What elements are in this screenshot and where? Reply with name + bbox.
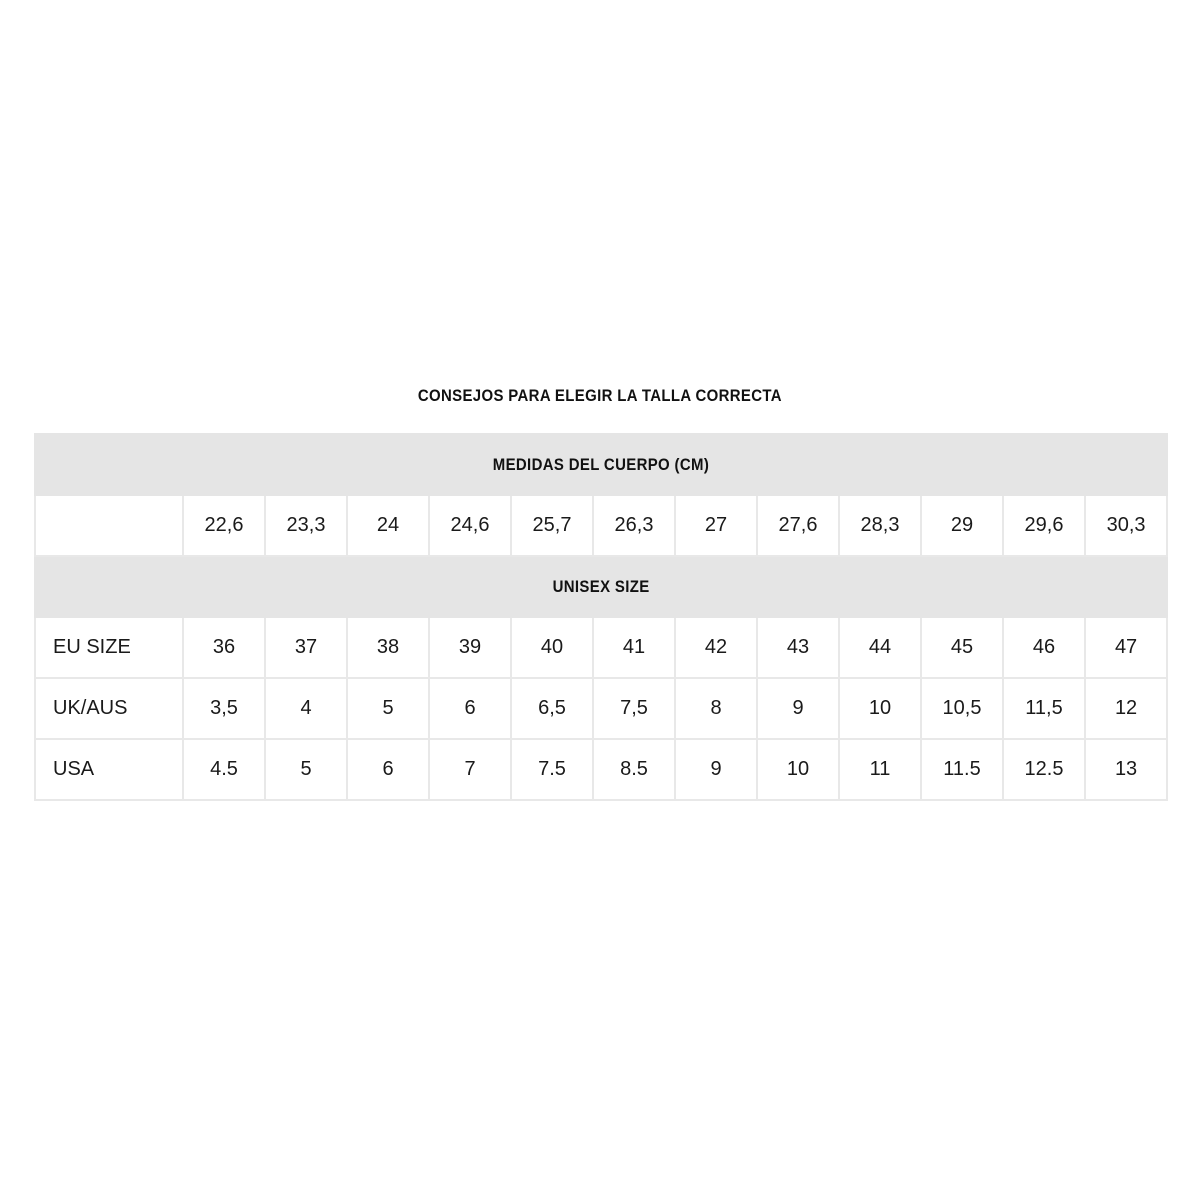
uk-aus-cell: 6,5 [510,677,594,740]
uk-aus-cell: 9 [756,677,840,740]
page-title: CONSEJOS PARA ELEGIR LA TALLA CORRECTA [0,386,1200,406]
eu-size-cell: 44 [838,616,922,679]
usa-label: USA [34,738,184,801]
usa-cell: 5 [264,738,348,801]
body-measurement-cell: 25,7 [510,494,594,557]
empty-label-cell [34,494,184,557]
eu-size-row: EU SIZE 36 37 38 39 40 41 42 43 44 45 46… [34,616,1169,679]
unisex-size-header: UNISEX SIZE [33,555,1169,618]
usa-cell: 7.5 [510,738,594,801]
eu-size-cell: 47 [1083,616,1169,679]
uk-aus-cell: 3,5 [182,677,266,740]
unisex-size-header-text: UNISEX SIZE [552,576,650,596]
body-measurement-cell: 27 [674,494,758,557]
usa-cell: 13 [1083,738,1169,801]
eu-size-cell: 45 [920,616,1004,679]
eu-size-cell: 46 [1002,616,1086,679]
eu-size-cell: 43 [756,616,840,679]
body-measurement-cell: 29,6 [1002,494,1086,557]
body-measurement-cell: 30,3 [1083,494,1169,557]
body-measurement-cell: 22,6 [182,494,266,557]
eu-size-cell: 39 [428,616,512,679]
usa-cell: 4.5 [182,738,266,801]
body-measurement-cell: 24 [346,494,430,557]
usa-cell: 11.5 [920,738,1004,801]
usa-row: USA 4.5 5 6 7 7.5 8.5 9 10 11 11.5 12.5 … [34,738,1169,801]
uk-aus-cell: 4 [264,677,348,740]
usa-cell: 9 [674,738,758,801]
page-title-text: CONSEJOS PARA ELEGIR LA TALLA CORRECTA [417,386,783,405]
eu-size-label: EU SIZE [34,616,184,679]
uk-aus-cell: 10,5 [920,677,1004,740]
uk-aus-row: UK/AUS 3,5 4 5 6 6,5 7,5 8 9 10 10,5 11,… [34,677,1169,740]
eu-size-cell: 38 [346,616,430,679]
usa-cell: 6 [346,738,430,801]
body-measurement-cell: 24,6 [428,494,512,557]
eu-size-cell: 37 [264,616,348,679]
eu-size-cell: 40 [510,616,594,679]
uk-aus-cell: 7,5 [592,677,676,740]
uk-aus-cell: 6 [428,677,512,740]
usa-cell: 8.5 [592,738,676,801]
eu-size-cell: 41 [592,616,676,679]
unisex-size-header-row: UNISEX SIZE [33,555,1169,618]
usa-cell: 10 [756,738,840,801]
body-measurements-row: 22,6 23,3 24 24,6 25,7 26,3 27 27,6 28,3… [34,494,1169,557]
uk-aus-cell: 12 [1083,677,1169,740]
usa-cell: 12.5 [1002,738,1086,801]
uk-aus-label: UK/AUS [34,677,184,740]
usa-cell: 11 [838,738,922,801]
uk-aus-cell: 5 [346,677,430,740]
body-measurement-cell: 26,3 [592,494,676,557]
body-measurement-cell: 27,6 [756,494,840,557]
body-measurement-cell: 29 [920,494,1004,557]
eu-size-cell: 42 [674,616,758,679]
body-measurements-header-row: MEDIDAS DEL CUERPO (CM) [33,433,1169,496]
body-measurements-header: MEDIDAS DEL CUERPO (CM) [33,433,1169,496]
body-measurement-cell: 28,3 [838,494,922,557]
uk-aus-cell: 11,5 [1002,677,1086,740]
usa-cell: 7 [428,738,512,801]
uk-aus-cell: 8 [674,677,758,740]
body-measurements-header-text: MEDIDAS DEL CUERPO (CM) [492,454,710,474]
eu-size-cell: 36 [182,616,266,679]
size-chart-table: MEDIDAS DEL CUERPO (CM) 22,6 23,3 24 24,… [33,433,1169,801]
body-measurement-cell: 23,3 [264,494,348,557]
uk-aus-cell: 10 [838,677,922,740]
